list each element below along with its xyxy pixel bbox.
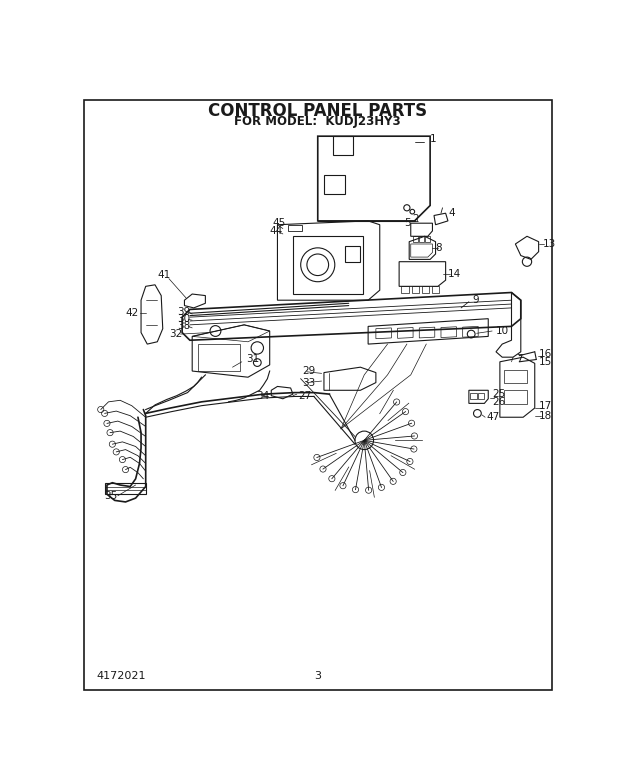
Text: 16: 16 (539, 349, 552, 359)
Text: 31: 31 (247, 354, 260, 364)
Bar (503, 390, 527, 404)
Text: 35: 35 (105, 491, 118, 500)
Text: 5: 5 (404, 218, 411, 228)
Text: 8: 8 (435, 243, 442, 253)
Text: 17: 17 (539, 400, 552, 411)
Bar (425, 236, 430, 242)
Text: 25: 25 (492, 389, 505, 399)
Bar (413, 236, 418, 242)
Text: 14: 14 (448, 269, 461, 279)
Bar (293, 236, 363, 294)
Text: 34: 34 (255, 391, 269, 400)
Text: 10: 10 (496, 326, 509, 336)
Bar (412, 286, 419, 292)
Text: 13: 13 (542, 239, 556, 249)
Text: 26: 26 (492, 396, 505, 407)
Text: 42: 42 (125, 308, 139, 318)
Text: 15: 15 (539, 357, 552, 367)
Text: 7: 7 (516, 354, 523, 364)
Bar (345, 246, 360, 262)
Text: 1: 1 (430, 134, 436, 144)
Text: FOR MODEL:  KUDJ23HY3: FOR MODEL: KUDJ23HY3 (234, 115, 401, 128)
Text: 18: 18 (539, 411, 552, 421)
Bar (422, 286, 429, 292)
Text: 27: 27 (298, 391, 312, 400)
Text: 33: 33 (303, 378, 316, 388)
Text: 30: 30 (177, 314, 190, 325)
Text: 2: 2 (412, 214, 419, 224)
Text: 3: 3 (314, 671, 321, 681)
Text: 9: 9 (472, 295, 479, 305)
Text: 4: 4 (448, 208, 454, 218)
Bar (198, 344, 241, 371)
Bar (503, 370, 527, 383)
Bar (478, 393, 484, 399)
Text: 38: 38 (177, 321, 190, 332)
Text: 47: 47 (487, 412, 500, 422)
Bar (432, 286, 440, 292)
Text: 4172021: 4172021 (97, 671, 146, 681)
Text: 39: 39 (177, 307, 190, 317)
Bar (402, 286, 409, 292)
Text: 44: 44 (270, 226, 283, 236)
Text: 45: 45 (273, 218, 286, 228)
Text: CONTROL PANEL PARTS: CONTROL PANEL PARTS (208, 102, 427, 120)
Text: 29: 29 (303, 366, 316, 376)
Bar (471, 393, 477, 399)
Text: 32: 32 (169, 329, 182, 339)
Text: 41: 41 (157, 270, 170, 280)
Bar (419, 236, 424, 242)
